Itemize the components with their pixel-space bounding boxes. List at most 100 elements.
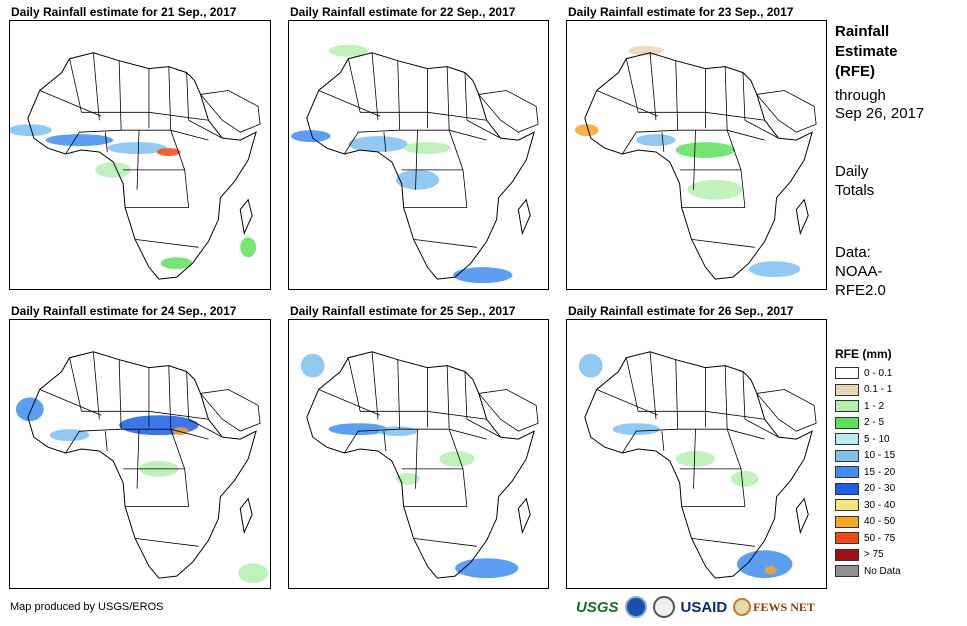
rainfall-area [238,563,269,584]
legend-label: 5 - 10 [864,433,890,445]
panel-title-1: Daily Rainfall estimate for 21 Sep., 201… [11,5,237,19]
fews-globe-icon [733,598,752,616]
madagascar-outline [795,198,809,236]
side-title-line-3: (RFE) [835,63,875,80]
legend-label: 0 - 0.1 [864,367,893,379]
country-border [371,52,379,121]
rainfall-area [731,470,759,487]
rainfall-area [737,550,793,579]
africa-coastline [306,351,535,579]
africa-map-4 [15,351,269,584]
country-border [622,428,678,454]
rainfall-area [675,142,736,158]
logo-strip: USGS USAID FEWS NET [576,594,815,620]
rainfall-area [15,397,44,422]
rainfall-area [49,429,90,442]
africa-map-2 [290,44,539,284]
country-border [65,129,122,155]
africa-coastline [27,351,257,579]
legend-title: RFE (mm) [835,347,892,361]
country-border [347,58,361,113]
rainfall-map-3 [566,20,827,290]
rainfall-area [578,353,603,378]
arabia-outline [756,90,817,133]
side-date: Sep 26, 2017 [835,105,925,122]
country-border [134,537,199,547]
rainfall-map-4 [9,319,271,589]
rainfall-area [348,136,408,153]
country-border [65,428,122,454]
country-border [675,60,679,131]
country-border [383,132,387,153]
country-border [649,52,657,121]
legend-item: 50 - 75 [835,531,895,545]
country-border [622,129,678,155]
rainfall-area [160,257,193,270]
country-border [136,429,140,489]
rainfall-area [403,142,452,155]
legend-item: 20 - 30 [835,482,895,496]
country-border [726,429,746,507]
legend-label: 2 - 5 [864,417,885,428]
country-border [677,129,765,141]
legend-label: 50 - 75 [864,532,896,544]
country-border [705,410,765,420]
rainfall-area [636,134,676,147]
legend-item: 1 - 2 [835,399,884,413]
rainfall-area [612,423,660,436]
legend-item: 0 - 0.1 [835,366,892,380]
rainfall-area [748,261,801,278]
africa-map-1 [10,52,261,280]
side-totals: Totals [835,182,875,199]
arabia-outline [199,90,261,133]
country-border [677,428,765,440]
country-border [399,428,487,440]
side-data-label: Data: [835,244,871,261]
legend-swatch [835,565,859,577]
rainfall-area [328,423,388,436]
legend-swatch [835,433,859,445]
legend-swatch [835,416,859,429]
country-border [466,418,501,438]
country-border [464,371,468,420]
country-border [427,111,487,121]
legend-item: 2 - 5 [835,416,884,430]
country-border [188,119,223,139]
rainfall-area [377,426,418,437]
arabia-outline [478,90,539,133]
country-border [427,410,487,420]
country-border [168,365,172,430]
country-border [170,130,190,208]
country-border [742,72,746,121]
country-border [136,130,140,190]
rainfall-map-6 [566,319,827,589]
country-border [448,429,468,507]
rainfall-area [300,353,325,378]
country-border [726,130,746,208]
country-border [168,66,172,131]
rainfall-area [156,148,181,156]
country-border [705,111,765,121]
legend-swatch [835,482,859,495]
madagascar-outline [795,497,809,535]
country-border [413,238,477,248]
rainfall-area [172,427,189,436]
side-noaa: NOAA- [835,263,883,280]
country-border [170,429,190,507]
country-border [464,72,468,121]
legend-swatch [835,449,859,462]
country-border [661,431,665,452]
side-through: through [835,87,886,104]
africa-map-3 [574,45,817,280]
country-border [399,129,487,141]
rainfall-area [687,179,743,200]
country-border [104,431,108,452]
country-border [744,418,779,438]
fews-net-logo: FEWS NET [733,598,815,616]
country-border [649,351,657,420]
country-border [188,418,223,438]
legend-item: > 75 [835,548,884,562]
country-border [691,537,755,547]
country-border [92,351,100,420]
legend-label: 15 - 20 [864,466,896,478]
